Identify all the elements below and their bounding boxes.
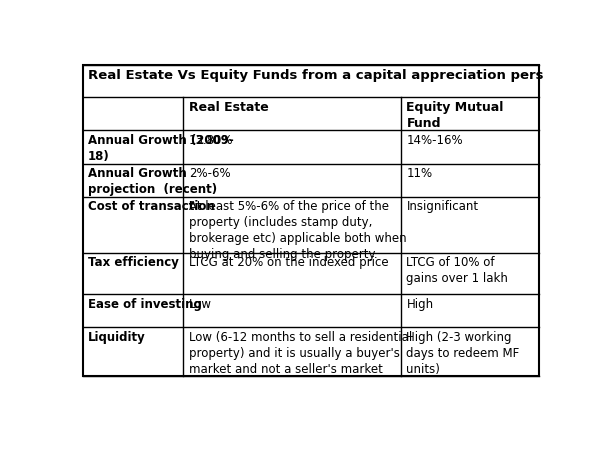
Text: Annual Growth
projection  (recent): Annual Growth projection (recent) xyxy=(88,167,217,196)
Text: High (2-3 working
days to redeem MF
units): High (2-3 working days to redeem MF unit… xyxy=(406,331,519,376)
Bar xyxy=(83,65,539,376)
Text: Real Estate: Real Estate xyxy=(189,101,269,113)
Text: 2%-6%: 2%-6% xyxy=(189,167,230,180)
Text: At least 5%-6% of the price of the
property (includes stamp duty,
brokerage etc): At least 5%-6% of the price of the prope… xyxy=(189,200,406,261)
Text: Low (6-12 months to sell a residential
property) and it is usually a buyer's
mar: Low (6-12 months to sell a residential p… xyxy=(189,331,412,376)
Text: Annual Growth (2009-
18): Annual Growth (2009- 18) xyxy=(88,134,234,163)
Text: LTCG of 10% of
gains over 1 lakh: LTCG of 10% of gains over 1 lakh xyxy=(406,257,509,285)
Text: Ease of investing: Ease of investing xyxy=(88,298,202,311)
Text: Real Estate Vs Equity Funds from a capital appreciation perspective: Real Estate Vs Equity Funds from a capit… xyxy=(88,69,599,82)
Text: Cost of transaction: Cost of transaction xyxy=(88,200,215,213)
Text: Low: Low xyxy=(189,298,212,311)
Text: 14%-16%: 14%-16% xyxy=(406,134,463,147)
Text: LTCG at 20% on the indexed price: LTCG at 20% on the indexed price xyxy=(189,257,388,269)
Text: 11%: 11% xyxy=(406,167,432,180)
Text: Insignificant: Insignificant xyxy=(406,200,478,213)
Text: Equity Mutual
Fund: Equity Mutual Fund xyxy=(406,101,504,130)
Text: Liquidity: Liquidity xyxy=(88,331,146,344)
Text: Tax efficiency: Tax efficiency xyxy=(88,257,179,269)
Text: 13.80%: 13.80% xyxy=(189,134,233,147)
Text: High: High xyxy=(406,298,434,311)
